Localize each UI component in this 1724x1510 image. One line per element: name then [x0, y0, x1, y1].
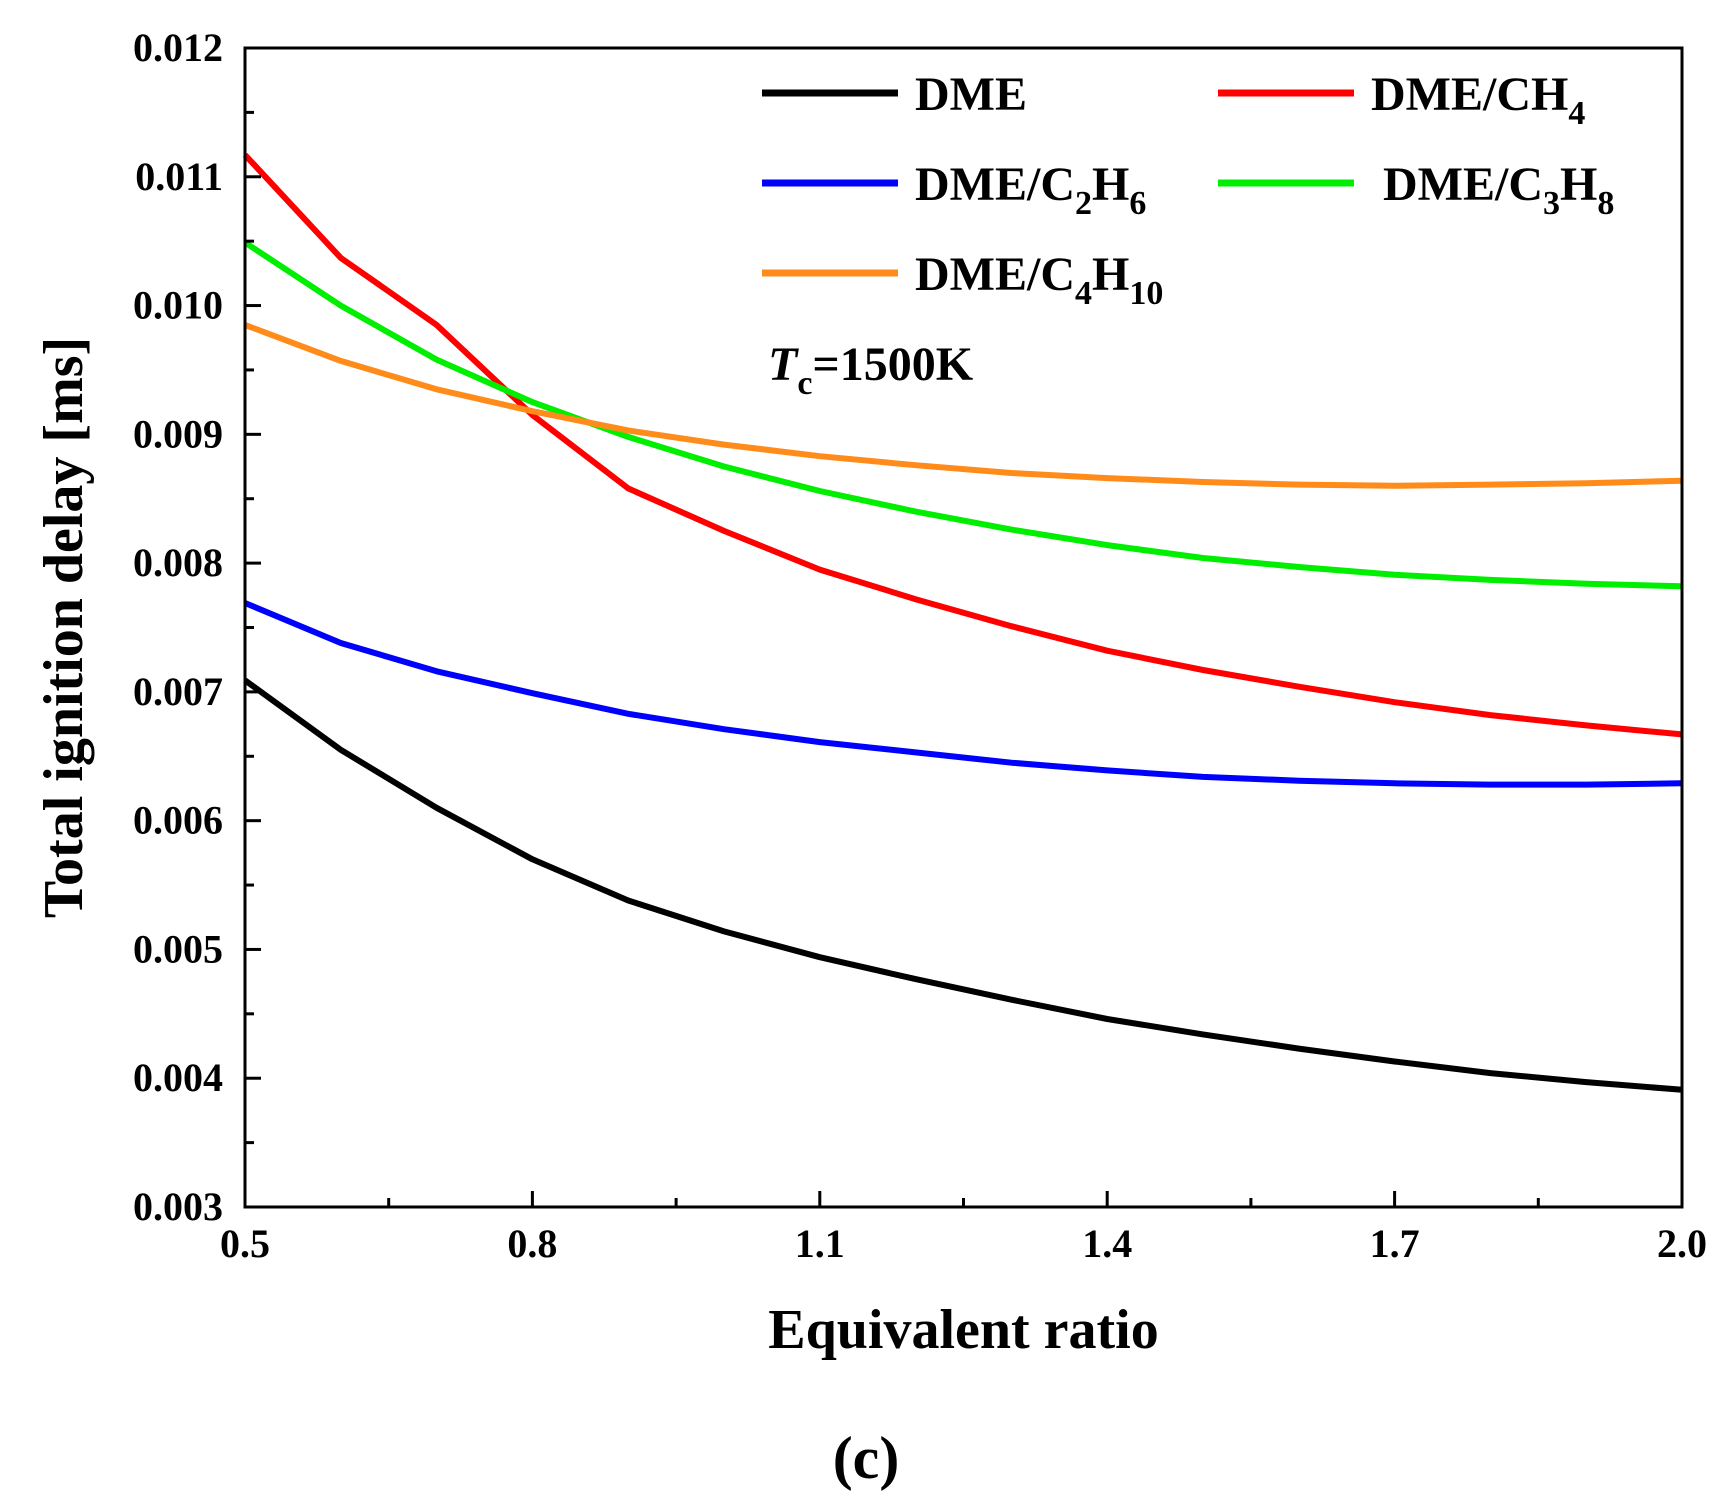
ticks-layer: [243, 46, 1684, 1209]
legend-label-text: DME: [915, 68, 1027, 121]
legend-label-subscript: 3: [1543, 185, 1560, 222]
legend-label-text: H: [1092, 248, 1129, 301]
series-line-dme-c4h10: [243, 322, 1683, 489]
legend-label-text: DME/C: [1383, 158, 1543, 211]
legend-label: DME/C4H10: [915, 248, 1163, 312]
legend-label-subscript: 2: [1075, 185, 1092, 222]
series-line-dme-c3h8: [243, 239, 1683, 590]
legend-label-subscript: 10: [1129, 275, 1163, 312]
y-tick-label: 0.012: [133, 25, 223, 70]
temperature-annotation: Tc=1500K: [768, 338, 973, 402]
y-tick-label: 0.010: [133, 283, 223, 328]
legend-label-subscript: 8: [1597, 185, 1614, 222]
legend-label: DME/CH4: [1371, 68, 1585, 132]
series-line-dme-c2h6: [243, 600, 1683, 788]
legend-label-text: H: [1092, 158, 1129, 211]
legend-label: DME: [915, 68, 1027, 121]
legend-label-text: DME/C: [915, 248, 1075, 301]
legend-label-text: DME/CH: [1371, 68, 1568, 121]
y-tick-label: 0.006: [133, 798, 223, 843]
y-axis-title: Total ignition delay [ms]: [33, 337, 95, 918]
x-tick-label: 0.8: [507, 1221, 557, 1266]
legend-label-text: H: [1560, 158, 1597, 211]
legend-label-subscript: 4: [1075, 275, 1092, 312]
legend-label-text: DME/C: [915, 158, 1075, 211]
annotation-subscript: c: [797, 365, 812, 402]
y-tick-label: 0.011: [135, 154, 223, 199]
annotation-italic: T: [768, 338, 799, 391]
panel-label: (c): [833, 1425, 900, 1491]
x-tick-label: 2.0: [1657, 1221, 1707, 1266]
y-tick-label: 0.007: [133, 669, 223, 714]
x-tick-labels: 0.5 0.8 1.1 1.4 1.7 2.0: [220, 1221, 1707, 1266]
x-axis-title: Equivalent ratio: [768, 1299, 1158, 1361]
series-line-dme-ch4: [242, 152, 1683, 738]
x-tick-label: 0.5: [220, 1221, 270, 1266]
x-tick-label: 1.4: [1082, 1221, 1132, 1266]
series-line-dme: [243, 677, 1683, 1093]
series-layer: [242, 152, 1683, 1093]
y-tick-label: 0.008: [133, 540, 223, 585]
y-tick-label: 0.003: [133, 1184, 223, 1229]
legend-label: DME/C2H6: [915, 158, 1146, 222]
y-tick-label: 0.005: [133, 926, 223, 971]
y-tick-labels: 0.003 0.004 0.005 0.006 0.007 0.008 0.009 0.010…: [133, 25, 223, 1229]
annotation-rest: =1500K: [812, 338, 973, 391]
legend-label: DME/C3H8: [1383, 158, 1614, 222]
x-tick-label: 1.1: [795, 1221, 845, 1266]
legend-label-subscript: 6: [1129, 185, 1146, 222]
y-tick-label: 0.009: [133, 411, 223, 456]
legend-label-subscript: 4: [1568, 95, 1585, 132]
x-tick-label: 1.7: [1370, 1221, 1420, 1266]
y-tick-label: 0.004: [133, 1055, 223, 1100]
